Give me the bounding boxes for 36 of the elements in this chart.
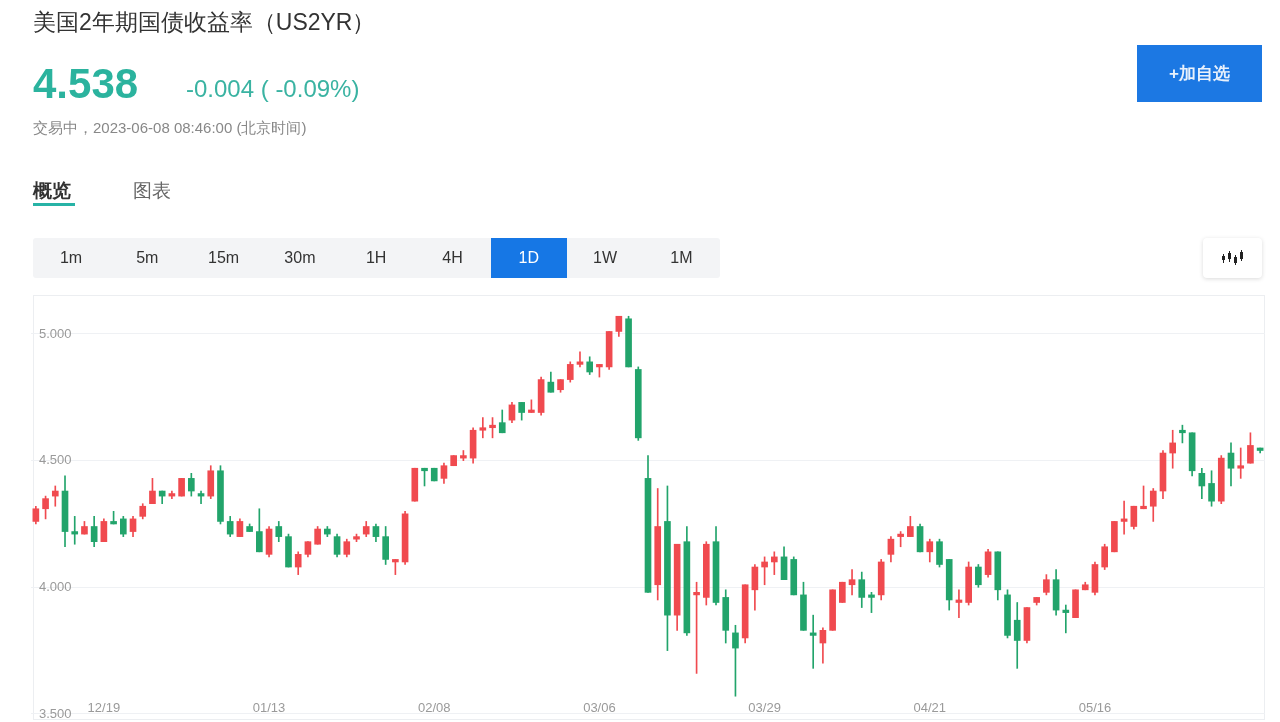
candlestick bbox=[51, 485, 59, 507]
text: 4.538 bbox=[33, 59, 139, 109]
interval-button[interactable]: 1D bbox=[490, 238, 567, 278]
candlestick bbox=[71, 516, 79, 545]
candlestick bbox=[770, 551, 778, 575]
y-tick-label: 4.000 bbox=[39, 578, 72, 594]
add-watchlist-button[interactable]: +加自选 bbox=[1137, 45, 1262, 102]
x-tick-label: 01/13 bbox=[252, 699, 286, 715]
text: -0.004 ( -0.09%) bbox=[186, 74, 360, 104]
x-tick-label: 04/21 bbox=[913, 699, 947, 715]
candlestick bbox=[1169, 429, 1177, 469]
x-tick-label: 02/08 bbox=[417, 699, 451, 715]
interval-button[interactable]: 1W bbox=[567, 238, 644, 278]
interval-button[interactable]: 30m bbox=[261, 238, 338, 278]
chart-title: 美国2年期国债收益率（US2YR） bbox=[33, 8, 376, 37]
x-tick-label: 03/29 bbox=[748, 699, 781, 715]
interval-button[interactable]: 1M bbox=[643, 238, 720, 278]
text: 图表 bbox=[133, 179, 171, 203]
x-tick-label: 12/19 bbox=[87, 699, 121, 715]
x-tick-label: 05/16 bbox=[1078, 699, 1112, 715]
y-tick-label: 3.500 bbox=[39, 705, 72, 721]
y-tick-label: 4.500 bbox=[39, 452, 72, 468]
interval-button[interactable]: 15m bbox=[185, 238, 262, 278]
candlestick bbox=[1237, 447, 1245, 479]
interval-button[interactable]: 1H bbox=[338, 238, 415, 278]
candlestick bbox=[1062, 604, 1070, 634]
y-tick-label: 5.000 bbox=[39, 325, 72, 341]
candlestick bbox=[809, 614, 817, 669]
chart-subtitle: 交易中，2023-06-08 08:46:00 (北京时间) bbox=[33, 118, 307, 138]
candlestick bbox=[848, 569, 856, 596]
interval-button[interactable]: 5m bbox=[109, 238, 186, 278]
interval-button[interactable]: 4H bbox=[414, 238, 491, 278]
text: 概览 bbox=[33, 179, 71, 203]
candlestick bbox=[479, 417, 487, 439]
x-tick-label: 03/06 bbox=[583, 699, 616, 715]
interval-button[interactable]: 1m bbox=[33, 238, 109, 278]
